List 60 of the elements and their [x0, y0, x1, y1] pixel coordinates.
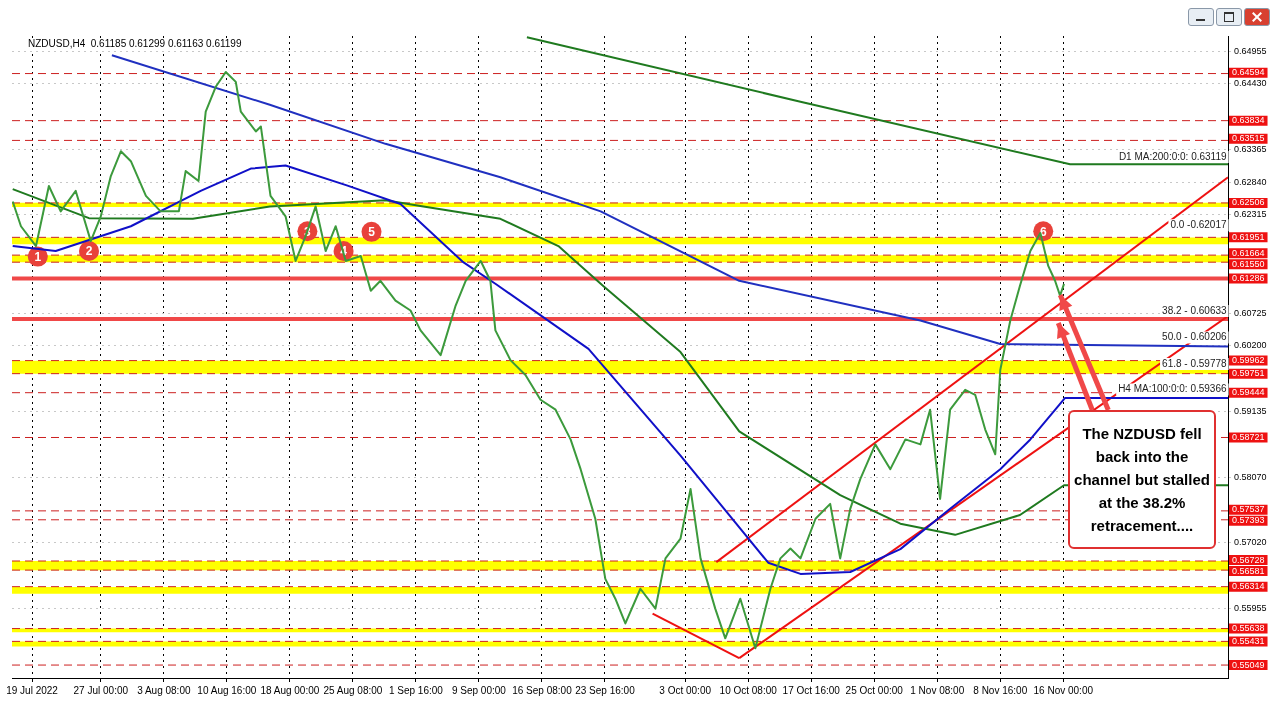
annotation: 50.0 - 0.60206	[1162, 331, 1227, 343]
y-tick-label: 0.62840	[1234, 176, 1267, 187]
x-tick-label: 9 Sep 00:00	[451, 684, 507, 696]
annotation: The NZDUSD fell back into the channel but stalled at the 38.2% retracement....	[1068, 410, 1216, 549]
annotation: D1 MA:200:0:0: 0.63119	[1118, 150, 1227, 162]
x-tick-label: 3 Aug 08:00	[137, 684, 191, 696]
x-tick-label: 25 Aug 08:00	[323, 684, 383, 696]
chart-title: NZDUSD,H4 0.61185 0.61299 0.61163 0.61199	[28, 37, 242, 49]
ref-line-label: 0.58721	[1232, 431, 1265, 442]
x-tick-label: 10 Aug 16:00	[197, 684, 257, 696]
x-tick-label: 16 Sep 08:00	[512, 684, 573, 696]
x-tick-label: 19 Jul 2022	[6, 684, 59, 696]
annotation: 38.2 - 0.60633	[1162, 304, 1227, 316]
ref-line-label: 0.63515	[1232, 133, 1265, 144]
y-tick-label: 0.64955	[1234, 45, 1267, 56]
ref-line-label: 0.56314	[1232, 581, 1265, 592]
ref-line-label: 0.56728	[1232, 554, 1265, 565]
ref-line-label: 0.55431	[1232, 635, 1265, 646]
y-tick-label: 0.60200	[1234, 340, 1267, 351]
ref-line-label: 0.55049	[1232, 659, 1265, 670]
x-tick-label: 17 Oct 16:00	[782, 684, 841, 696]
y-tick-label: 0.59135	[1234, 406, 1267, 417]
x-tick-label: 1 Sep 16:00	[388, 684, 444, 696]
ref-line-label: 0.64594	[1232, 67, 1265, 78]
annotation: 6	[1039, 224, 1047, 239]
x-tick-label: 3 Oct 00:00	[659, 684, 712, 696]
y-tick-label: 0.60725	[1234, 307, 1267, 318]
x-tick-label: 1 Nov 08:00	[910, 684, 965, 696]
y-tick-label: 0.55955	[1234, 603, 1267, 614]
annotation: 1	[34, 249, 42, 264]
ref-line-label: 0.61550	[1232, 258, 1265, 269]
annotation: 2	[85, 244, 93, 259]
y-tick-label: 0.64430	[1234, 78, 1267, 89]
x-tick-label: 8 Nov 16:00	[973, 684, 1028, 696]
annotation: 0.0 -0.62017	[1170, 219, 1227, 230]
annotation: 61.8 - 0.59778	[1162, 357, 1227, 369]
annotation: 5	[368, 225, 376, 240]
x-tick-label: 23 Sep 16:00	[575, 684, 636, 696]
ref-line-label: 0.59751	[1232, 368, 1265, 379]
x-tick-label: 18 Aug 00:00	[260, 684, 320, 696]
x-tick-label: 27 Jul 00:00	[73, 684, 129, 696]
ref-line-label: 0.59444	[1232, 387, 1265, 398]
ref-line-label: 0.55638	[1232, 623, 1265, 634]
ref-line-label: 0.61286	[1232, 273, 1265, 284]
ref-line-label: 0.62506	[1232, 197, 1265, 208]
ref-line-label: 0.63834	[1232, 115, 1265, 126]
x-tick-label: 16 Nov 00:00	[1033, 684, 1094, 696]
ref-line-label: 0.56581	[1232, 565, 1265, 576]
ref-line-label: 0.57393	[1232, 515, 1265, 526]
x-tick-label: 25 Oct 00:00	[845, 684, 904, 696]
ref-line-label: 0.61951	[1232, 231, 1265, 242]
y-tick-label: 0.58070	[1234, 472, 1267, 483]
y-tick-label: 0.62315	[1234, 209, 1267, 220]
y-tick-label: 0.57020	[1234, 537, 1267, 548]
y-tick-label: 0.63365	[1234, 144, 1267, 155]
ref-line-label: 0.57537	[1232, 504, 1265, 515]
x-tick-label: 10 Oct 08:00	[719, 684, 778, 696]
ref-line-label: 0.59962	[1232, 355, 1265, 366]
ref-line-label: 0.61664	[1232, 247, 1265, 258]
annotation: H4 MA:100:0:0: 0.59366	[1118, 383, 1227, 395]
